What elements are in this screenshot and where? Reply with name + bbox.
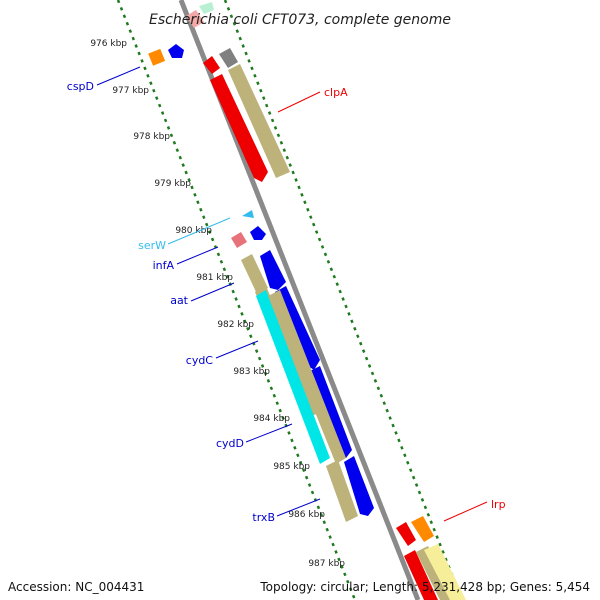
feature-top-pink [186, 10, 204, 28]
gene-cydD-annotation [268, 290, 346, 464]
kbp-label: 982 kbp [217, 320, 254, 330]
kbp-label: 977 kbp [112, 86, 149, 96]
kbp-scale: 976 kbp 977 kbp 978 kbp 979 kbp 980 kbp … [90, 39, 345, 569]
feature-top-mint [199, 2, 214, 14]
gene-label-lrp[interactable]: lrp [491, 498, 506, 511]
kbp-label: 980 kbp [175, 226, 212, 236]
gene-infA-arrow [250, 226, 266, 240]
leader-aat [190, 282, 235, 302]
kbp-label: 976 kbp [90, 39, 127, 49]
gene-labels: cspD clpA serW infA aat cydC cydD trxB l… [67, 66, 506, 524]
gene-label-cspD[interactable]: cspD [67, 80, 94, 93]
gene-cydD-arrow [308, 366, 352, 458]
kbp-label: 985 kbp [273, 462, 310, 472]
kbp-label: 978 kbp [133, 132, 170, 142]
gene-cydC-rna [256, 290, 330, 464]
gene-cspD-marker [148, 48, 166, 66]
gene-label-aat[interactable]: aat [170, 294, 188, 307]
leader-trxB [276, 498, 321, 517]
leader-lrp [443, 501, 488, 522]
gene-trxB-arrow [344, 456, 374, 516]
gc-track-inner [116, 0, 357, 600]
leader-cydC [215, 340, 259, 359]
gene-label-clpA[interactable]: clpA [324, 86, 348, 99]
gene-label-cydC[interactable]: cydC [186, 354, 214, 367]
gene-clpA-body [210, 74, 268, 182]
gene-label-trxB[interactable]: trxB [252, 511, 275, 524]
kbp-label: 981 kbp [196, 273, 233, 283]
gene-clpA-annotation [228, 64, 290, 178]
gene-serW-marker [242, 210, 254, 218]
gene-grey-feature [219, 48, 238, 68]
gene-clpA-small [203, 56, 220, 74]
gene-pink-small [231, 232, 247, 248]
accession-text: Accession: NC_004431 [8, 580, 145, 594]
kbp-label: 983 kbp [233, 367, 270, 377]
gene-cspD-arrow [168, 44, 184, 58]
gene-orange-feature [411, 516, 434, 542]
kbp-label: 984 kbp [253, 414, 290, 424]
gene-lrp-small [396, 522, 416, 546]
gene-label-cydD[interactable]: cydD [216, 437, 244, 450]
gene-label-serW[interactable]: serW [138, 239, 166, 252]
kbp-label: 987 kbp [308, 559, 345, 569]
gc-track-outer [223, 0, 464, 600]
kbp-label: 986 kbp [288, 510, 325, 520]
leader-serW [167, 217, 231, 245]
gene-pale-feature [424, 544, 466, 600]
topology-summary: Topology: circular; Length: 5,231,428 bp… [260, 580, 590, 594]
gene-lrp-body [404, 550, 438, 600]
gene-aat-annotation [241, 254, 268, 294]
leader-cydD [245, 423, 293, 443]
kbp-label: 979 kbp [154, 179, 191, 189]
map-title: Escherichia coli CFT073, complete genome [149, 12, 451, 28]
leader-clpA [277, 91, 321, 113]
gene-trxB-annotation [326, 460, 358, 522]
leader-infA [176, 246, 219, 265]
gene-aat-arrow [260, 250, 286, 290]
gene-label-infA[interactable]: infA [153, 259, 175, 272]
leader-cspD [96, 66, 141, 86]
